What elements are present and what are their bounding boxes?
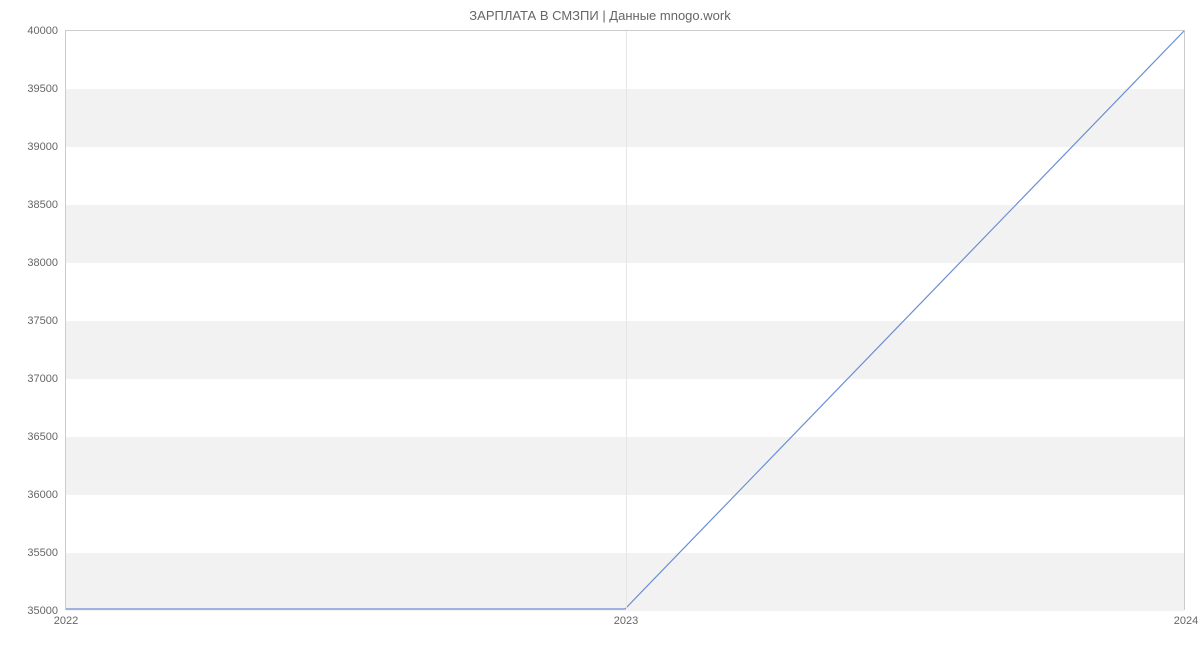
x-tick-label: 2022	[54, 615, 78, 627]
y-tick-label: 38000	[27, 257, 58, 269]
y-tick-label: 40000	[27, 25, 58, 37]
y-tick-label: 36000	[27, 489, 58, 501]
y-tick-label: 36500	[27, 431, 58, 443]
y-tick-label: 37500	[27, 315, 58, 327]
y-tick-label: 35500	[27, 547, 58, 559]
series-line	[66, 31, 1184, 609]
x-tick-label: 2023	[614, 615, 638, 627]
y-tick-label: 37000	[27, 373, 58, 385]
chart-title: ЗАРПЛАТА В СМЗПИ | Данные mnogo.work	[0, 8, 1200, 23]
y-tick-label: 39500	[27, 83, 58, 95]
plot-area: 3500035500360003650037000375003800038500…	[65, 30, 1185, 610]
line-svg	[66, 31, 1184, 609]
y-tick-label: 38500	[27, 199, 58, 211]
chart-container: { "chart": { "type": "line", "title": "З…	[0, 0, 1200, 650]
x-tick-label: 2024	[1174, 615, 1198, 627]
y-tick-label: 39000	[27, 141, 58, 153]
x-gridline	[626, 31, 627, 609]
